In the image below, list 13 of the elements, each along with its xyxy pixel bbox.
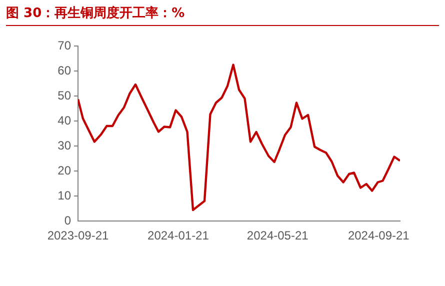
x-tick-label: 2023-09-21: [47, 228, 110, 243]
y-tick-label: 70: [58, 38, 72, 52]
x-tick-label: 2024-01-21: [148, 228, 210, 243]
chart-title: 图 30：再生铜周度开工率：%: [6, 4, 439, 26]
y-tick-label: 60: [58, 63, 72, 78]
x-tick-label: 2024-05-21: [246, 228, 309, 243]
y-tick-label: 30: [58, 138, 72, 152]
y-tick-label: 20: [58, 163, 72, 178]
y-tick-label: 0: [64, 213, 72, 228]
x-tick-label: 2024-09-21: [348, 228, 410, 243]
y-tick-label: 50: [58, 88, 72, 102]
y-tick-label: 10: [58, 188, 72, 202]
y-tick-label: 40: [58, 113, 72, 128]
